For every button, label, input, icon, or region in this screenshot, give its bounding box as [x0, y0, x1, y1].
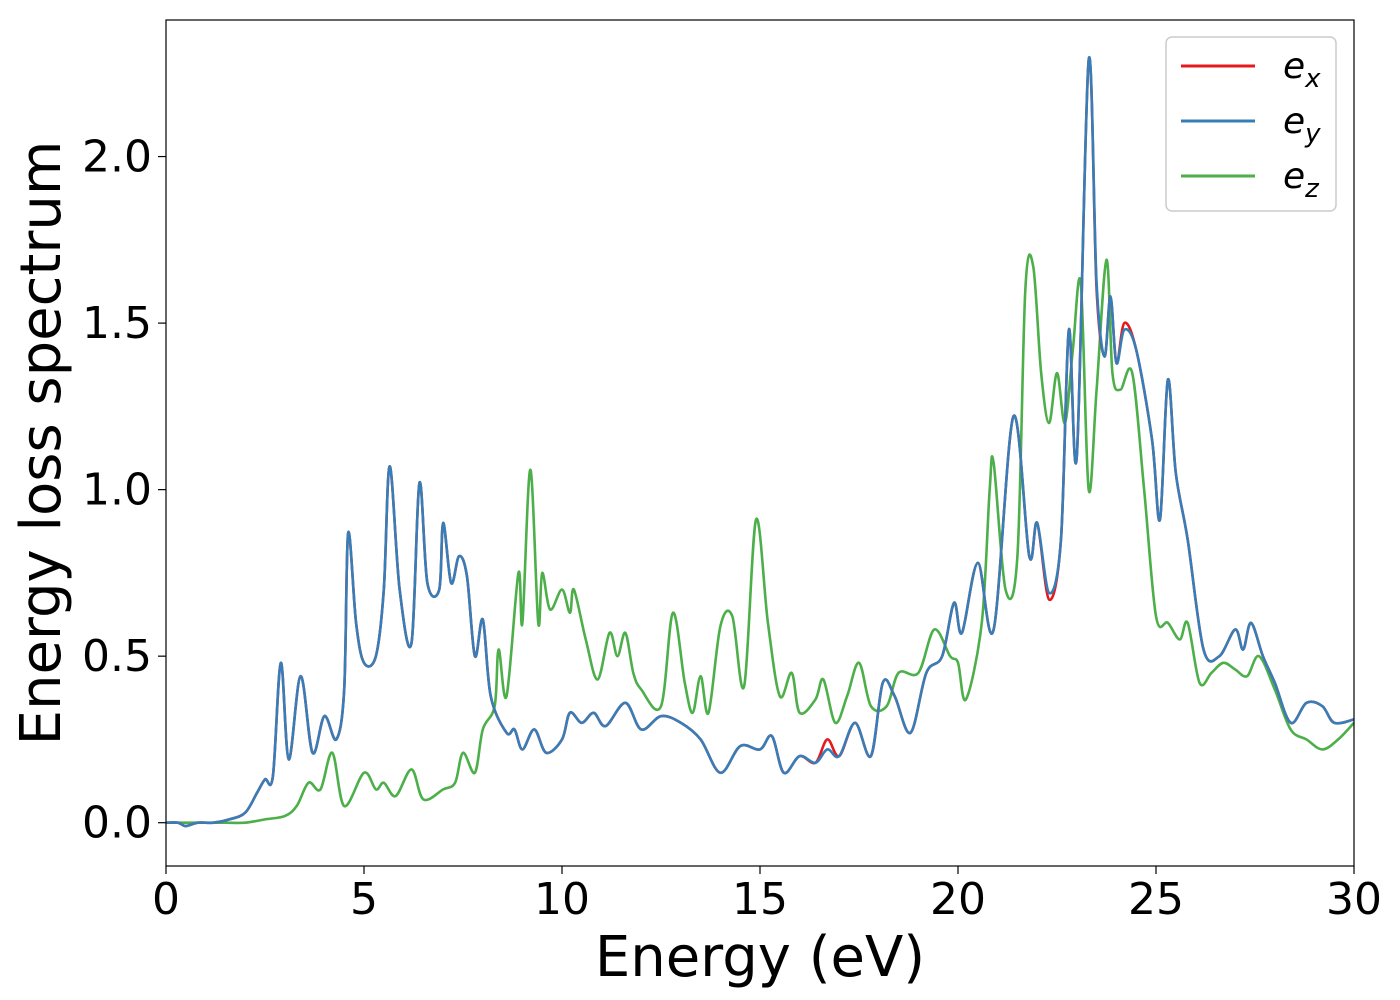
x-tick-label: 20: [930, 874, 986, 925]
series-layer: [166, 55, 1354, 828]
x-tick-label: 0: [152, 874, 180, 925]
x-tick-label: 5: [350, 874, 378, 925]
legend-label-x: ex: [1283, 46, 1321, 94]
x-tick-label: 10: [534, 874, 590, 925]
legend-label-base: e: [1283, 101, 1305, 142]
x-tick-label: 25: [1128, 874, 1184, 925]
x-axis: 0 5 10 15 20 25 30: [152, 866, 1382, 925]
x-tick-label: 30: [1326, 874, 1382, 925]
x-axis-label: Energy (eV): [595, 925, 925, 990]
y-tick-label: 0.5: [82, 631, 152, 682]
legend-label-y: ey: [1283, 101, 1321, 149]
plot-area: [166, 20, 1354, 866]
legend-label-sub: z: [1304, 174, 1320, 204]
y-tick-label: 2.0: [82, 132, 152, 183]
y-tick-label: 0.0: [82, 798, 152, 849]
y-tick-label: 1.5: [82, 298, 152, 349]
legend-label-base: e: [1283, 46, 1305, 87]
x-tick-label: 15: [732, 874, 788, 925]
legend-label-base: e: [1283, 156, 1305, 197]
series-line-y: [166, 55, 1354, 828]
y-axis-label: Energy loss spectrum: [9, 141, 74, 746]
y-axis: 0.0 0.5 1.0 1.5 2.0: [82, 132, 166, 849]
series-line-z: [166, 253, 1354, 825]
legend-label-sub: y: [1304, 119, 1321, 149]
y-tick-label: 1.0: [82, 465, 152, 516]
legend-label-sub: x: [1304, 64, 1321, 94]
legend-box: [1165, 36, 1337, 212]
legend-label-z: ez: [1283, 156, 1320, 204]
